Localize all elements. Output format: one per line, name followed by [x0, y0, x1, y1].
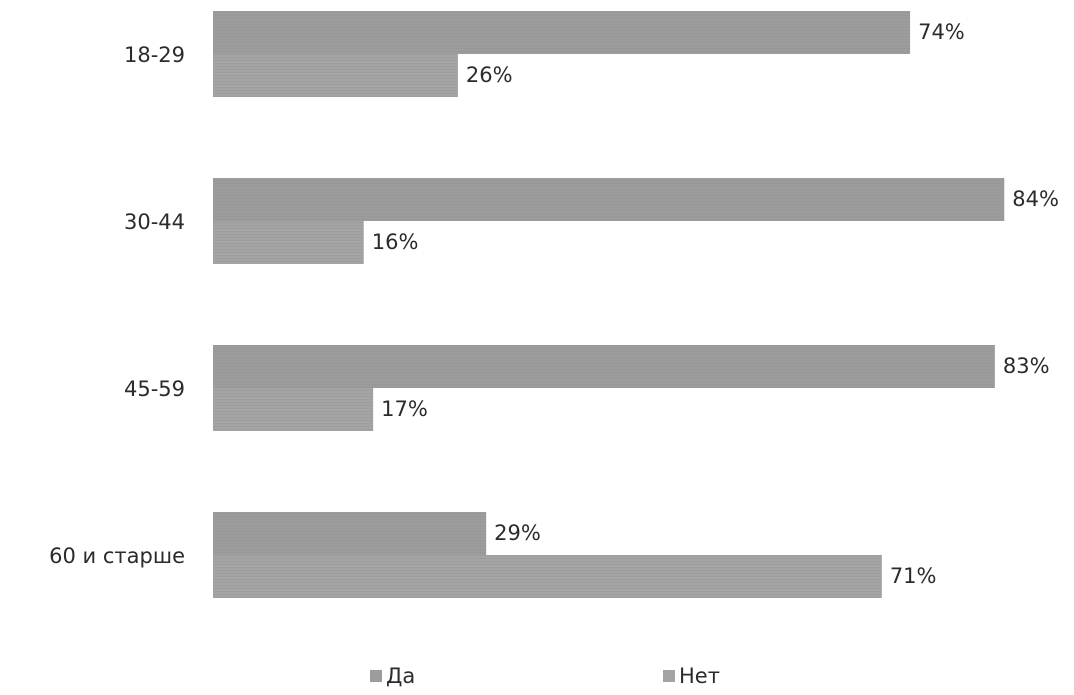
- data-label-da-3: 29%: [494, 521, 541, 545]
- category-label-2: 45-59: [124, 377, 185, 401]
- bar-net-2: [213, 388, 374, 431]
- category-label-0: 18-29: [124, 43, 185, 67]
- bar-da-1: [213, 178, 1005, 221]
- bar-net-1: [213, 221, 364, 264]
- data-label-net-3: 71%: [890, 564, 937, 588]
- bar-da-2: [213, 345, 995, 388]
- data-label-da-0: 74%: [918, 20, 965, 44]
- data-label-da-1: 84%: [1012, 187, 1059, 211]
- data-label-net-1: 16%: [372, 230, 419, 254]
- bars-layer: [213, 11, 1005, 598]
- bar-da-0: [213, 11, 911, 54]
- category-labels: 18-29 30-44 45-59 60 и старше: [49, 43, 185, 568]
- data-label-da-2: 83%: [1003, 354, 1050, 378]
- value-labels: 74% 26% 84% 16% 83% 17% 29% 71%: [372, 20, 1059, 588]
- category-label-3: 60 и старше: [49, 544, 185, 568]
- bar-net-0: [213, 54, 458, 97]
- legend-swatch-net: [663, 670, 675, 682]
- data-label-net-2: 17%: [381, 397, 428, 421]
- bar-net-3: [213, 555, 882, 598]
- data-label-net-0: 26%: [466, 63, 513, 87]
- legend-label-net: Нет: [679, 664, 720, 688]
- legend: Да Нет: [370, 664, 720, 688]
- category-label-1: 30-44: [124, 210, 185, 234]
- legend-label-da: Да: [386, 664, 415, 688]
- bar-da-3: [213, 512, 487, 555]
- legend-swatch-da: [370, 670, 382, 682]
